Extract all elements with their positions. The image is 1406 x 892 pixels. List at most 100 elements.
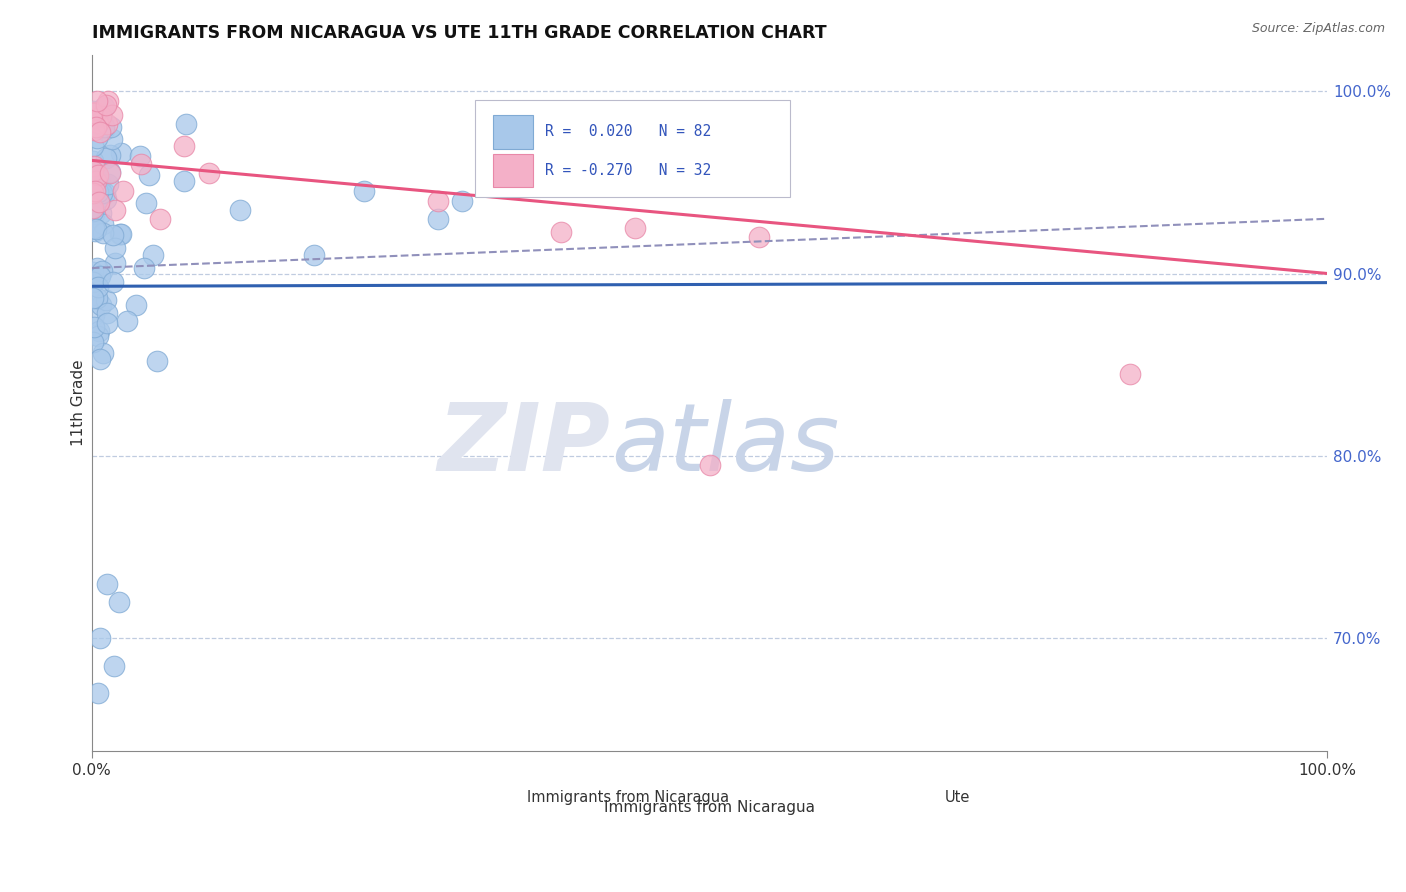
Point bbox=[748, 230, 770, 244]
Point bbox=[82, 169, 104, 183]
Point bbox=[91, 186, 114, 201]
Point bbox=[86, 175, 108, 189]
Point bbox=[83, 308, 105, 322]
Point bbox=[101, 275, 124, 289]
Text: atlas: atlas bbox=[610, 400, 839, 491]
Text: R =  0.020   N = 82: R = 0.020 N = 82 bbox=[546, 125, 711, 139]
Text: IMMIGRANTS FROM NICARAGUA VS UTE 11TH GRADE CORRELATION CHART: IMMIGRANTS FROM NICARAGUA VS UTE 11TH GR… bbox=[91, 24, 827, 42]
Point bbox=[86, 94, 108, 108]
Y-axis label: 11th Grade: 11th Grade bbox=[72, 359, 86, 446]
Point bbox=[100, 108, 122, 122]
Point bbox=[87, 117, 110, 131]
Point bbox=[93, 100, 115, 114]
Point bbox=[89, 352, 111, 367]
Point bbox=[83, 207, 105, 221]
Bar bbox=[494, 115, 533, 149]
Point bbox=[426, 194, 449, 208]
Text: Source: ZipAtlas.com: Source: ZipAtlas.com bbox=[1251, 22, 1385, 36]
Point bbox=[82, 154, 104, 169]
Point bbox=[103, 241, 125, 255]
Point bbox=[87, 195, 110, 210]
Point bbox=[426, 211, 449, 226]
Point bbox=[110, 146, 132, 161]
Text: Immigrants from Nicaragua: Immigrants from Nicaragua bbox=[527, 790, 728, 805]
Point bbox=[125, 298, 148, 312]
Point bbox=[96, 317, 118, 331]
Point bbox=[699, 458, 721, 472]
Point bbox=[111, 185, 134, 199]
Point bbox=[1119, 367, 1142, 381]
Point bbox=[96, 576, 118, 591]
Point bbox=[82, 106, 104, 120]
Bar bbox=[494, 786, 520, 809]
Point bbox=[550, 225, 572, 239]
Point bbox=[90, 206, 112, 220]
Point bbox=[129, 157, 152, 171]
Point bbox=[142, 248, 165, 262]
Point bbox=[624, 220, 647, 235]
Point bbox=[149, 211, 172, 226]
Point bbox=[94, 151, 117, 165]
Point bbox=[89, 632, 111, 646]
Point bbox=[84, 167, 107, 181]
Point bbox=[86, 329, 108, 343]
Point bbox=[83, 319, 105, 334]
Point bbox=[84, 184, 107, 198]
Point bbox=[229, 202, 252, 217]
Point bbox=[115, 314, 138, 328]
Point bbox=[173, 174, 195, 188]
Text: ZIP: ZIP bbox=[437, 399, 610, 491]
Point bbox=[91, 346, 114, 360]
Point bbox=[89, 176, 111, 190]
Point bbox=[173, 138, 195, 153]
Text: R = -0.270   N = 32: R = -0.270 N = 32 bbox=[546, 162, 711, 178]
Point bbox=[82, 106, 104, 120]
Point bbox=[83, 224, 105, 238]
Point bbox=[82, 334, 104, 349]
Point bbox=[82, 265, 104, 279]
Point bbox=[174, 117, 197, 131]
Point bbox=[103, 658, 125, 673]
Point bbox=[84, 274, 107, 288]
Point bbox=[87, 325, 110, 339]
Point bbox=[84, 174, 107, 188]
Point bbox=[451, 194, 474, 208]
Point bbox=[87, 168, 110, 182]
Text: Immigrants from Nicaragua: Immigrants from Nicaragua bbox=[605, 800, 815, 815]
Point bbox=[84, 104, 107, 119]
Point bbox=[87, 116, 110, 130]
Point bbox=[101, 132, 124, 146]
Point bbox=[94, 293, 117, 307]
Point bbox=[82, 163, 104, 178]
Point bbox=[108, 227, 131, 241]
Point bbox=[104, 256, 127, 270]
Point bbox=[100, 164, 122, 178]
Point bbox=[97, 178, 120, 192]
Point bbox=[138, 168, 160, 182]
Point bbox=[96, 192, 118, 206]
Point bbox=[84, 120, 107, 134]
Point bbox=[86, 291, 108, 305]
Point bbox=[129, 149, 152, 163]
Point bbox=[86, 260, 108, 275]
Point bbox=[353, 185, 375, 199]
Point bbox=[93, 120, 115, 134]
Point bbox=[94, 186, 117, 200]
Point bbox=[90, 108, 112, 122]
Point bbox=[135, 196, 157, 211]
Point bbox=[90, 298, 112, 312]
Point bbox=[87, 169, 110, 184]
Point bbox=[82, 291, 104, 305]
Point bbox=[91, 226, 114, 240]
Point bbox=[82, 103, 104, 118]
Point bbox=[82, 201, 104, 215]
Point bbox=[96, 117, 118, 131]
Point bbox=[87, 280, 110, 294]
Point bbox=[90, 109, 112, 123]
Point bbox=[108, 595, 131, 609]
Point bbox=[104, 202, 127, 217]
Point bbox=[82, 203, 104, 218]
Point bbox=[83, 122, 105, 136]
Bar bbox=[911, 786, 938, 809]
Point bbox=[84, 222, 107, 236]
